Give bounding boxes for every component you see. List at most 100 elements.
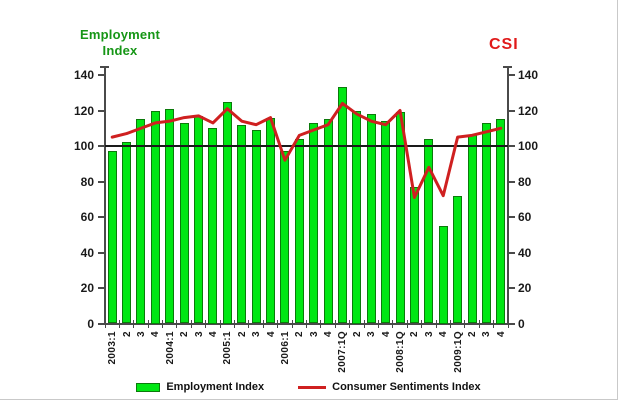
- x-tick: [406, 319, 408, 328]
- bar-4: [323, 119, 333, 324]
- bar-2: [467, 135, 477, 324]
- legend-employment-label: Employment Index: [166, 381, 265, 393]
- x-label-2008:1Q: 2008:1Q: [395, 330, 407, 373]
- x-label-2: 2: [467, 330, 479, 337]
- x-label-3: 3: [481, 330, 493, 337]
- x-tick: [320, 319, 322, 328]
- x-tick: [205, 319, 207, 328]
- x-tick: [435, 319, 437, 328]
- x-label-4: 4: [150, 330, 162, 337]
- x-tick: [277, 319, 279, 328]
- legend-bar-swatch: [136, 382, 161, 392]
- bar-2: [409, 186, 419, 324]
- x-tick: [464, 319, 466, 328]
- x-label-4: 4: [495, 330, 507, 337]
- y-tick-right: [507, 251, 515, 254]
- y-tick-right: [507, 145, 515, 147]
- legend: Employment Index Consumer Sentiments Ind…: [0, 381, 617, 393]
- y-tick-right: [507, 74, 515, 76]
- y-axis-left: [104, 67, 106, 325]
- legend-item-csi: Consumer Sentiments Index: [298, 381, 481, 393]
- x-tick: [291, 319, 293, 328]
- y-tick-left: [98, 287, 106, 289]
- bar-3: [309, 122, 319, 324]
- x-label-3: 3: [251, 330, 263, 337]
- bar-2: [179, 122, 189, 324]
- bar-4: [496, 119, 506, 324]
- bar-2007:1Q: [337, 87, 347, 324]
- x-label-2004:1: 2004:1: [164, 330, 176, 365]
- x-label-4: 4: [265, 330, 277, 337]
- x-tick: [507, 319, 509, 328]
- bar-3: [424, 138, 434, 324]
- x-label-4: 4: [207, 330, 219, 337]
- y-tick-left: [98, 180, 106, 183]
- x-label-3: 3: [135, 330, 147, 337]
- bar-2003:1: [107, 151, 117, 324]
- y-axis-right-cap: [503, 66, 512, 68]
- bar-2006:1: [280, 151, 290, 324]
- x-tick: [219, 319, 221, 328]
- y-tick-left: [98, 109, 106, 112]
- x-label-2: 2: [351, 330, 363, 337]
- x-tick: [147, 319, 149, 328]
- x-tick: [349, 319, 351, 328]
- left-axis-title-line2: Index: [102, 43, 138, 58]
- x-label-2003:1: 2003:1: [107, 330, 119, 365]
- x-label-2005:1: 2005:1: [222, 330, 234, 365]
- y-tick-right: [507, 322, 515, 325]
- y-label-right-60: 60: [518, 210, 532, 224]
- y-label-right-40: 40: [518, 245, 532, 260]
- y-label-left-0: 0: [87, 316, 94, 331]
- y-label-right-20: 20: [518, 281, 532, 295]
- bar-3: [481, 122, 491, 324]
- x-tick: [334, 319, 336, 328]
- y-label-right-80: 80: [518, 174, 532, 189]
- x-label-4: 4: [438, 330, 450, 337]
- bar-2005:1: [222, 101, 232, 324]
- x-label-2006:1: 2006:1: [279, 330, 291, 365]
- x-tick: [133, 319, 135, 328]
- y-tick-right: [507, 180, 515, 183]
- y-label-left-100: 100: [73, 139, 94, 153]
- x-label-3: 3: [366, 330, 378, 337]
- x-label-4: 4: [323, 330, 335, 337]
- x-tick: [234, 319, 236, 328]
- y-tick-left: [98, 74, 106, 76]
- x-tick: [118, 319, 120, 328]
- x-tick: [493, 319, 495, 328]
- bar-2: [122, 142, 132, 324]
- y-label-right-140: 140: [518, 68, 539, 82]
- y-label-right-100: 100: [518, 139, 539, 153]
- x-tick: [190, 319, 192, 328]
- y-label-right-120: 120: [518, 103, 539, 118]
- y-label-left-80: 80: [80, 174, 94, 189]
- y-tick-right: [507, 216, 515, 218]
- bar-2: [294, 138, 304, 324]
- bar-4: [381, 121, 391, 324]
- right-axis-title: CSI: [489, 36, 519, 53]
- x-label-3: 3: [308, 330, 320, 337]
- x-label-2: 2: [179, 330, 191, 337]
- x-tick: [421, 319, 423, 328]
- legend-item-employment: Employment Index: [136, 381, 264, 393]
- y-tick-left: [98, 251, 106, 254]
- x-label-2: 2: [236, 330, 248, 337]
- x-tick: [162, 319, 164, 328]
- legend-line-swatch: [298, 385, 327, 389]
- y-tick-left: [98, 322, 106, 325]
- x-label-3: 3: [423, 330, 435, 337]
- bar-3: [251, 130, 261, 324]
- x-tick: [176, 319, 178, 328]
- y-tick-right: [507, 109, 515, 112]
- bar-4: [266, 117, 276, 324]
- x-label-4: 4: [380, 330, 392, 337]
- x-label-2007:1Q: 2007:1Q: [337, 330, 349, 373]
- y-label-left-60: 60: [80, 210, 94, 224]
- x-tick: [262, 319, 264, 328]
- bar-4: [208, 128, 218, 324]
- bar-2: [237, 124, 247, 324]
- y-axis-left-cap: [100, 66, 109, 68]
- x-label-2: 2: [294, 330, 306, 337]
